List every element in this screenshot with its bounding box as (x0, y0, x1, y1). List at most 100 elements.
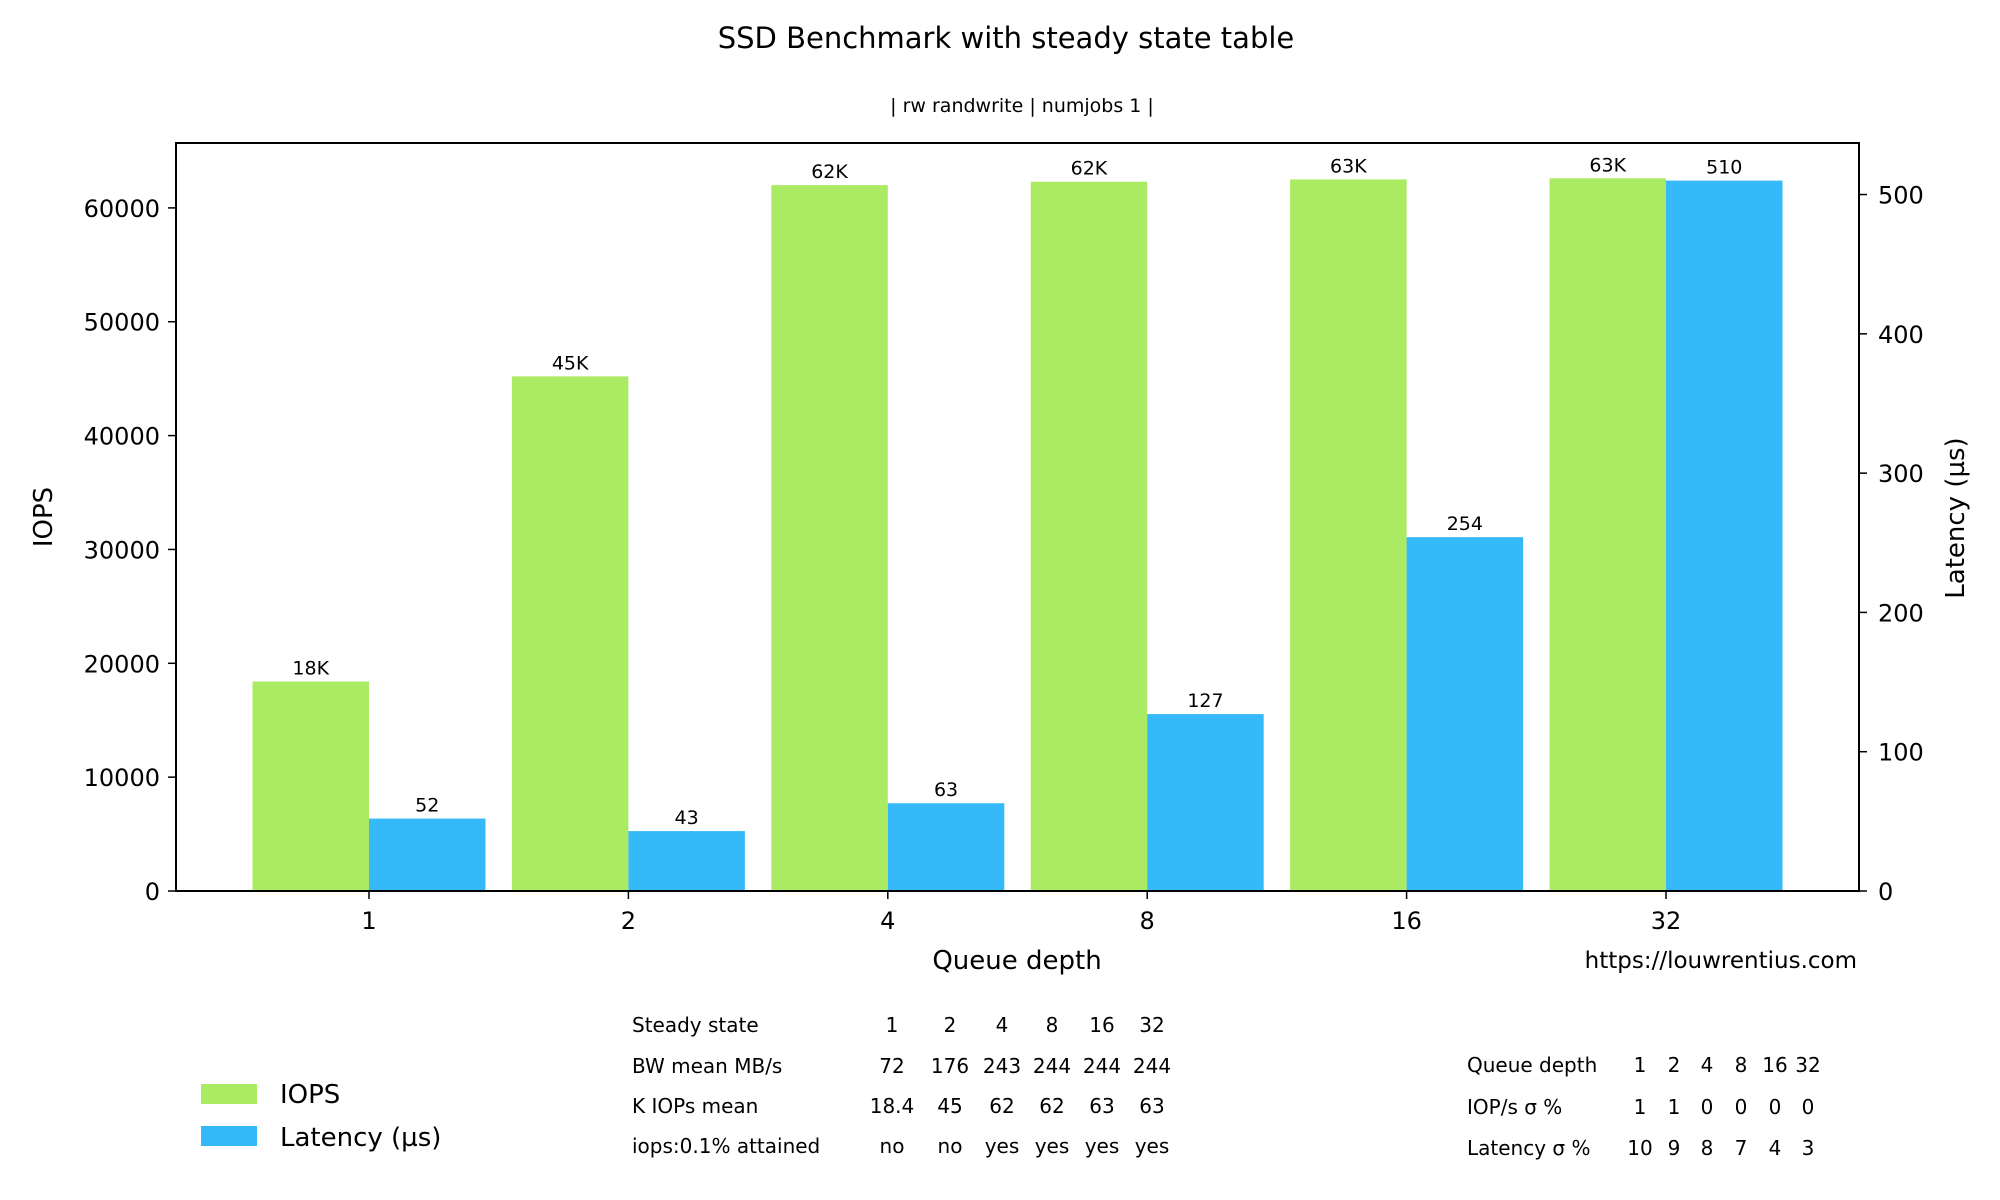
left-tick-label: 30000 (84, 536, 160, 564)
x-tick-label: 4 (880, 907, 895, 935)
stddev-table-cell: 0 (1701, 1095, 1714, 1119)
stddev-table-cell: 7 (1735, 1136, 1748, 1160)
stddev-table-cell: 0 (1735, 1095, 1748, 1119)
right-axis-ticks: 0 100 200 300 400 500 (1859, 182, 1924, 906)
steady-table-cell: 4 (996, 1013, 1009, 1037)
steady-table-cell: yes (1135, 1134, 1170, 1158)
steady-table-cell: 63 (1089, 1094, 1114, 1118)
y-axis-label-left: IOPS (29, 487, 59, 547)
bar-latency-qd1 (369, 818, 486, 891)
stddev-table-cell: 3 (1802, 1136, 1815, 1160)
bar-label-latency-qd4: 63 (934, 779, 958, 801)
steady-table-cell: 8 (1046, 1013, 1059, 1037)
steady-table-cell: 176 (931, 1054, 969, 1078)
steady-table-cell: 243 (983, 1054, 1021, 1078)
stddev-table-cell: 9 (1668, 1136, 1681, 1160)
bar-labels-group: 18K 52 45K 43 62K 63 62K 127 63K 254 63K 510 (292, 154, 1742, 829)
bar-iops-qd4 (771, 185, 888, 891)
steady-table-cell: 1 (886, 1013, 899, 1037)
stddev-table-row-label: Queue depth (1467, 1053, 1597, 1077)
chart-title: SSD Benchmark with steady state table (718, 21, 1295, 55)
steady-table-cell: 62 (1039, 1094, 1064, 1118)
legend: IOPS Latency (µs) (201, 1080, 441, 1153)
steady-table-cell: yes (1085, 1134, 1120, 1158)
bar-iops-qd8 (1030, 181, 1148, 891)
steady-table-cell: 2 (944, 1013, 957, 1037)
steady-table-cell: 63 (1139, 1094, 1164, 1118)
steady-table-cell: 244 (1083, 1054, 1121, 1078)
left-tick-label: 20000 (84, 650, 160, 678)
steady-table-cell: 244 (1133, 1054, 1171, 1078)
bar-label-iops-qd1: 18K (292, 658, 329, 680)
stddev-table-cell: 4 (1769, 1136, 1782, 1160)
steady-table-cell: no (880, 1134, 905, 1158)
steady-state-table: Steady state 1 2 4 8 16 32 BW mean MB/s 72 176 243… (632, 1013, 1171, 1158)
x-tick-label: 2 (621, 907, 636, 935)
bar-label-latency-qd16: 254 (1447, 513, 1483, 535)
bar-label-iops-qd2: 45K (552, 352, 589, 374)
right-tick-label: 100 (1878, 739, 1924, 767)
legend-label-iops: IOPS (280, 1080, 340, 1110)
left-tick-label: 40000 (84, 423, 160, 451)
steady-table-cell: 62 (989, 1094, 1014, 1118)
right-tick-label: 500 (1878, 182, 1924, 210)
x-tick-label: 16 (1391, 907, 1422, 935)
bar-iops-qd16 (1290, 179, 1407, 892)
stddev-table-cell: 32 (1795, 1053, 1820, 1077)
y-axis-label-right: Latency (µs) (1941, 437, 1971, 598)
legend-swatch-iops (201, 1084, 257, 1104)
bar-iops-qd2 (511, 376, 629, 891)
bar-iops-qd32 (1549, 178, 1666, 891)
steady-table-cell: 45 (937, 1094, 962, 1118)
bar-latency-qd4 (887, 803, 1005, 891)
stddev-table-cell: 16 (1762, 1053, 1787, 1077)
bar-label-iops-qd4: 62K (811, 161, 848, 183)
left-tick-label: 50000 (84, 309, 160, 337)
right-tick-label: 400 (1878, 321, 1924, 349)
left-tick-label: 60000 (84, 195, 160, 223)
stddev-table-row-label: Latency σ % (1467, 1136, 1590, 1160)
left-tick-label: 10000 (84, 764, 160, 792)
bars-group (252, 178, 1783, 892)
bar-latency-qd16 (1406, 537, 1524, 891)
bar-iops-qd1 (252, 681, 369, 891)
bar-label-iops-qd32: 63K (1589, 154, 1626, 176)
right-tick-label: 200 (1878, 599, 1924, 627)
steady-table-row-label: iops:0.1% attained (632, 1134, 820, 1158)
stddev-table-cell: 8 (1735, 1053, 1748, 1077)
plot-frame (175, 142, 1860, 892)
steady-table-cell: no (938, 1134, 963, 1158)
left-tick-label: 0 (145, 878, 160, 906)
right-tick-label: 300 (1878, 460, 1924, 488)
x-axis-ticks: 1 2 4 8 16 32 (361, 891, 1681, 935)
steady-table-row-label: K IOPs mean (632, 1094, 758, 1118)
bar-label-latency-qd32: 510 (1706, 157, 1742, 179)
steady-table-row-label: BW mean MB/s (632, 1054, 782, 1078)
stddev-table-row-label: IOP/s σ % (1467, 1095, 1562, 1119)
bar-label-iops-qd16: 63K (1330, 155, 1367, 177)
legend-label-latency: Latency (µs) (280, 1123, 441, 1153)
steady-table-cell: yes (1035, 1134, 1070, 1158)
x-tick-label: 1 (361, 907, 376, 935)
steady-table-cell: 18.4 (870, 1094, 915, 1118)
stddev-table-cell: 8 (1701, 1136, 1714, 1160)
bar-label-latency-qd1: 52 (415, 795, 439, 817)
steady-table-cell: 244 (1033, 1054, 1071, 1078)
bar-label-latency-qd2: 43 (675, 807, 699, 829)
steady-table-cell: 32 (1139, 1013, 1164, 1037)
steady-table-cell: yes (985, 1134, 1020, 1158)
stddev-table-cell: 1 (1634, 1053, 1647, 1077)
stddev-table-cell: 2 (1668, 1053, 1681, 1077)
steady-table-cell: 16 (1089, 1013, 1114, 1037)
stddev-table-cell: 1 (1668, 1095, 1681, 1119)
left-axis-ticks: 0 10000 20000 30000 40000 50000 60000 (84, 195, 176, 906)
x-tick-label: 32 (1651, 907, 1682, 935)
stddev-table-cell: 0 (1769, 1095, 1782, 1119)
stddev-table-cell: 10 (1627, 1136, 1652, 1160)
bar-latency-qd8 (1147, 714, 1264, 891)
stddev-table-cell: 4 (1701, 1053, 1714, 1077)
steady-table-cell: 72 (879, 1054, 904, 1078)
bar-latency-qd2 (628, 831, 745, 891)
